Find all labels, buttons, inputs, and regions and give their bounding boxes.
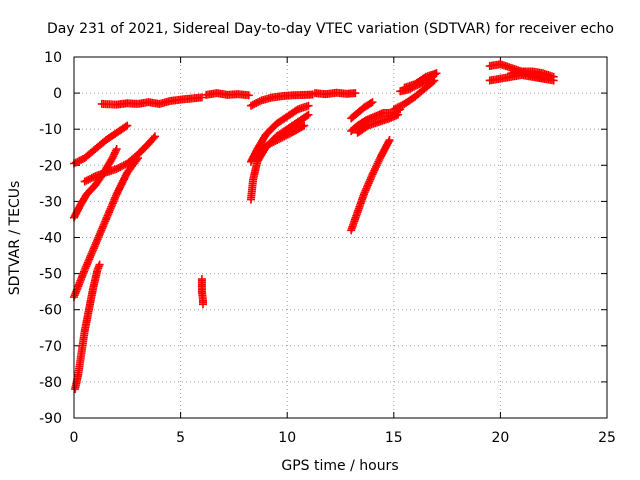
x-tick-label: 5	[176, 430, 185, 446]
series-arc-23	[507, 67, 558, 81]
x-tick-label: 20	[491, 430, 509, 446]
y-tick-label: -20	[39, 158, 62, 174]
series-markers	[389, 76, 439, 114]
series-markers	[202, 89, 253, 100]
series-markers	[246, 90, 317, 110]
series-markers	[347, 136, 394, 235]
series-arc-19	[400, 69, 441, 92]
series-arc-20	[389, 76, 439, 114]
series-markers	[246, 101, 313, 166]
series-arc-12	[246, 90, 317, 110]
y-tick-label: -10	[39, 122, 62, 138]
y-tick-label: 10	[44, 50, 62, 66]
y-tick-label: -70	[39, 339, 62, 355]
axis-ticks: 0 5 10 15 20 25 -90 -80 -70 -60 -50 -40 -30 -20 -10 0 10	[39, 50, 616, 446]
series-arc-10	[246, 101, 313, 166]
series-markers	[310, 88, 360, 99]
series-markers	[507, 67, 558, 81]
y-tick-label: -90	[39, 411, 62, 427]
y-tick-label: -50	[39, 267, 62, 283]
data-points	[70, 60, 558, 394]
series-markers	[71, 260, 104, 394]
x-tick-label: 0	[70, 430, 79, 446]
plot-frame	[73, 56, 608, 419]
series-arc-5	[71, 260, 104, 394]
series-markers	[257, 121, 309, 154]
y-tick-label: 0	[53, 86, 62, 102]
y-axis-label: SDTVAR / TECUs	[7, 181, 23, 296]
series-arc-16	[347, 98, 377, 123]
x-tick-label: 10	[278, 430, 296, 446]
y-tick-label: -60	[39, 303, 62, 319]
x-axis-label: GPS time / hours	[281, 458, 398, 474]
x-tick-label: 15	[385, 430, 403, 446]
y-tick-label: -80	[39, 375, 62, 391]
y-tick-label: -40	[39, 231, 62, 247]
series-arc-6	[97, 93, 206, 109]
x-tick-label: 25	[598, 430, 616, 446]
series-markers	[97, 93, 206, 109]
series-markers	[347, 98, 377, 123]
y-tick-label: -30	[39, 194, 62, 210]
series-arc-14	[347, 136, 394, 235]
series-arc-8	[197, 275, 207, 309]
series-markers	[353, 110, 403, 137]
series-arc-17	[353, 110, 403, 137]
series-arc-13	[310, 88, 360, 99]
series-arc-7	[202, 89, 253, 100]
series-arc-11	[257, 121, 309, 154]
chart-title: Day 231 of 2021, Sidereal Day-to-day VTE…	[47, 21, 614, 37]
series-markers	[400, 69, 441, 92]
series-markers	[197, 275, 207, 309]
